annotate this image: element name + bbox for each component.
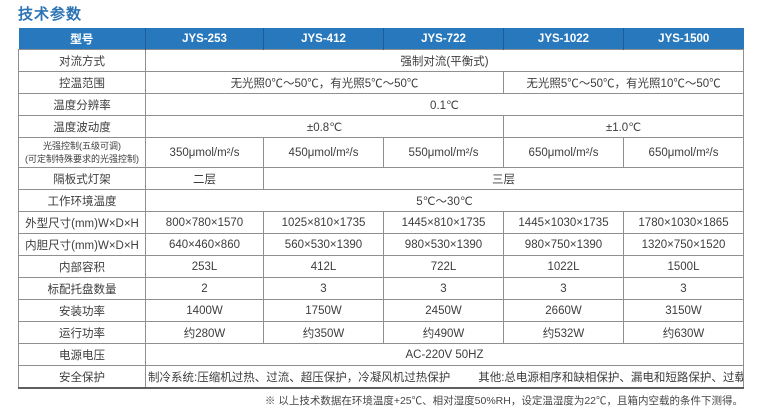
row-label: 光强控制(五级可调) (可定制特殊要求的光强控制) (18, 137, 146, 168)
row-label: 安装功率 (18, 299, 146, 322)
row-label: 工作环境温度 (18, 189, 146, 212)
value-cell: 2660W (503, 299, 624, 322)
spec-row: 光强控制(五级可调) (可定制特殊要求的光强控制) 350μmol/m²/s 450μ… (18, 137, 744, 168)
value-cell: 450μmol/m²/s (263, 137, 384, 168)
row-label: 安全保护 (18, 365, 146, 389)
row-label: 温度波动度 (18, 115, 146, 138)
value-cell: 412L (263, 255, 384, 278)
spec-row: 电源电压 AC-220V 50HZ (18, 343, 744, 366)
value-cell: 制冷系统:压缩机过热、过流、超压保护，冷凝风机过热保护 其他:总电源相序和缺相保护… (145, 365, 744, 389)
value-cell: 1022L (503, 255, 624, 278)
value-cell: 无光照5℃～50℃，有光照10℃～50℃ (503, 71, 744, 94)
spec-row: 内胆尺寸(mm)W×D×H 640×460×860 560×530×1390 980×… (18, 233, 744, 256)
value-cell: 560×530×1390 (263, 233, 384, 256)
row-label: 标配托盘数量 (18, 277, 146, 300)
value-cell: 强制对流(平衡式) (145, 49, 744, 72)
header-row: 型号 JYS-253 JYS-412 JYS-722 JYS-1022 JYS-1500 (18, 28, 744, 50)
row-label: 隔板式灯架 (18, 167, 146, 190)
value-cell: 3 (383, 277, 504, 300)
row-label: 内胆尺寸(mm)W×D×H (18, 233, 146, 256)
spec-row: 外型尺寸(mm)W×D×H 800×780×1570 1025×810×1735 14… (18, 211, 744, 234)
footer-note: ※ 以上技术数据在环境温度+25℃、相对湿度50%RH，设定温湿度为22℃，且箱… (264, 395, 743, 407)
value-cell: 1500L (623, 255, 744, 278)
specs-tbody: 对流方式 强制对流(平衡式) 控温范围 无光照0℃～50℃，有光照5℃～50℃ 无光照5… (18, 49, 744, 389)
value-cell: 1320×750×1520 (623, 233, 744, 256)
value-cell: 3 (623, 277, 744, 300)
value-cell: 约280W (145, 321, 264, 344)
spec-row: 温度分辨率 0.1℃ (18, 93, 744, 116)
value-cell: 800×780×1570 (145, 211, 264, 234)
value-cell: 1750W (263, 299, 384, 322)
value-cell: 1445×1030×1735 (503, 211, 624, 234)
spec-row: 安装功率 1400W 1750W 2450W 2660W 3150W (18, 299, 744, 322)
value-cell: 1780×1030×1865 (623, 211, 744, 234)
row-label: 运行功率 (18, 321, 146, 344)
spec-row: 对流方式 强制对流(平衡式) (18, 49, 744, 72)
specs-table: 型号 JYS-253 JYS-412 JYS-722 JYS-1022 JYS-1500 … (18, 28, 744, 389)
row-label: 外型尺寸(mm)W×D×H (18, 211, 146, 234)
value-cell: 约350W (263, 321, 384, 344)
value-cell: 无光照0℃～50℃，有光照5℃～50℃ (145, 71, 504, 94)
value-cell: 1025×810×1735 (263, 211, 384, 234)
value-cell: 3150W (623, 299, 744, 322)
value-cell: 722L (383, 255, 504, 278)
value-cell: 3 (263, 277, 384, 300)
spec-row: 内部容积 253L 412L 722L 1022L 1500L (18, 255, 744, 278)
value-cell: 650μmol/m²/s (503, 137, 624, 168)
row-label: 温度分辨率 (18, 93, 146, 116)
value-cell: 约490W (383, 321, 504, 344)
value-cell: 650μmol/m²/s (623, 137, 744, 168)
value-cell: 550μmol/m²/s (383, 137, 504, 168)
page-title: 技术参数 (18, 6, 83, 23)
value-cell: 350μmol/m²/s (145, 137, 264, 168)
row-label: 电源电压 (18, 343, 146, 366)
value-cell: 640×460×860 (145, 233, 264, 256)
spec-row: 运行功率 约280W 约350W 约490W 约532W 约630W (18, 321, 744, 344)
value-cell: 约532W (503, 321, 624, 344)
value-cell: 三层 (263, 167, 744, 190)
value-cell: 2 (145, 277, 264, 300)
spec-row: 温度波动度 ±0.8℃ ±1.0℃ (18, 115, 744, 138)
header-model-jys-1022: JYS-1022 (503, 28, 624, 50)
header-model-jys-412: JYS-412 (263, 28, 384, 50)
spec-row: 控温范围 无光照0℃～50℃，有光照5℃～50℃ 无光照5℃～50℃，有光照10℃～… (18, 71, 744, 94)
header-model-jys-722: JYS-722 (383, 28, 504, 50)
value-cell: 1445×810×1735 (383, 211, 504, 234)
header-model-jys-253: JYS-253 (145, 28, 264, 50)
row-label: 对流方式 (18, 49, 146, 72)
spec-row: 隔板式灯架 二层 三层 (18, 167, 744, 190)
value-cell: 二层 (145, 167, 264, 190)
spec-row: 安全保护 制冷系统:压缩机过热、过流、超压保护，冷凝风机过热保护 其他:总电源相序和… (18, 365, 744, 389)
row-label: 控温范围 (18, 71, 146, 94)
value-cell: 5℃～30℃ (145, 189, 744, 212)
header-model-jys-1500: JYS-1500 (623, 28, 744, 50)
row-label: 内部容积 (18, 255, 146, 278)
value-cell: 3 (503, 277, 624, 300)
value-cell: ±1.0℃ (503, 115, 744, 138)
header-model-label: 型号 (18, 28, 146, 50)
value-cell: 980×530×1390 (383, 233, 504, 256)
value-cell: 1400W (145, 299, 264, 322)
spec-row: 标配托盘数量 2 3 3 3 3 (18, 277, 744, 300)
value-cell: 约630W (623, 321, 744, 344)
value-cell: ±0.8℃ (145, 115, 504, 138)
value-cell: 980×750×1390 (503, 233, 624, 256)
value-cell: AC-220V 50HZ (145, 343, 744, 366)
spec-row: 工作环境温度 5℃～30℃ (18, 189, 744, 212)
value-cell: 0.1℃ (145, 93, 744, 116)
value-cell: 253L (145, 255, 264, 278)
value-cell: 2450W (383, 299, 504, 322)
